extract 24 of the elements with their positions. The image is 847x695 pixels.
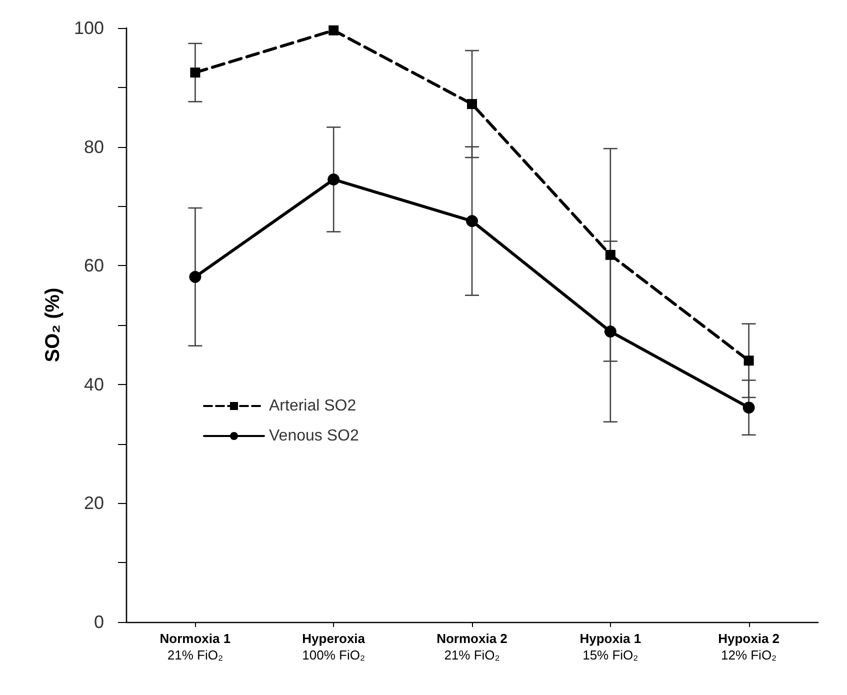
- point: [744, 356, 754, 366]
- point: [189, 270, 202, 283]
- point: [466, 215, 478, 228]
- y-tick-label: 60: [84, 256, 104, 276]
- y-tick-label: 80: [84, 136, 104, 157]
- x-tick-label: Hypoxia 2 12% FiO₂: [718, 631, 780, 662]
- y-axis-title: SO₂ (%): [42, 288, 64, 362]
- point: [328, 25, 339, 36]
- legend-label: Arterial SO2: [269, 398, 356, 414]
- y-tick-label: 40: [84, 374, 104, 394]
- legend-label: Venous SO2: [269, 428, 359, 444]
- x-tick-label: Hypoxia 1 15% FiO₂: [580, 631, 642, 662]
- y-tick-label: 0: [94, 612, 104, 632]
- point: [742, 402, 755, 414]
- y-tick-label: 100: [74, 18, 104, 38]
- point: [605, 250, 616, 260]
- point: [467, 99, 477, 110]
- y-tick-label: 20: [84, 493, 104, 514]
- point: [328, 173, 340, 186]
- x-tick-label: Normoxia 2 21% FiO₂: [436, 631, 508, 662]
- point: [190, 68, 200, 78]
- x-tick-label: Normoxia 1 21% FiO₂: [160, 631, 231, 662]
- point: [604, 326, 616, 338]
- x-tick-label: Hyperoxia 100% FiO₂: [302, 631, 366, 662]
